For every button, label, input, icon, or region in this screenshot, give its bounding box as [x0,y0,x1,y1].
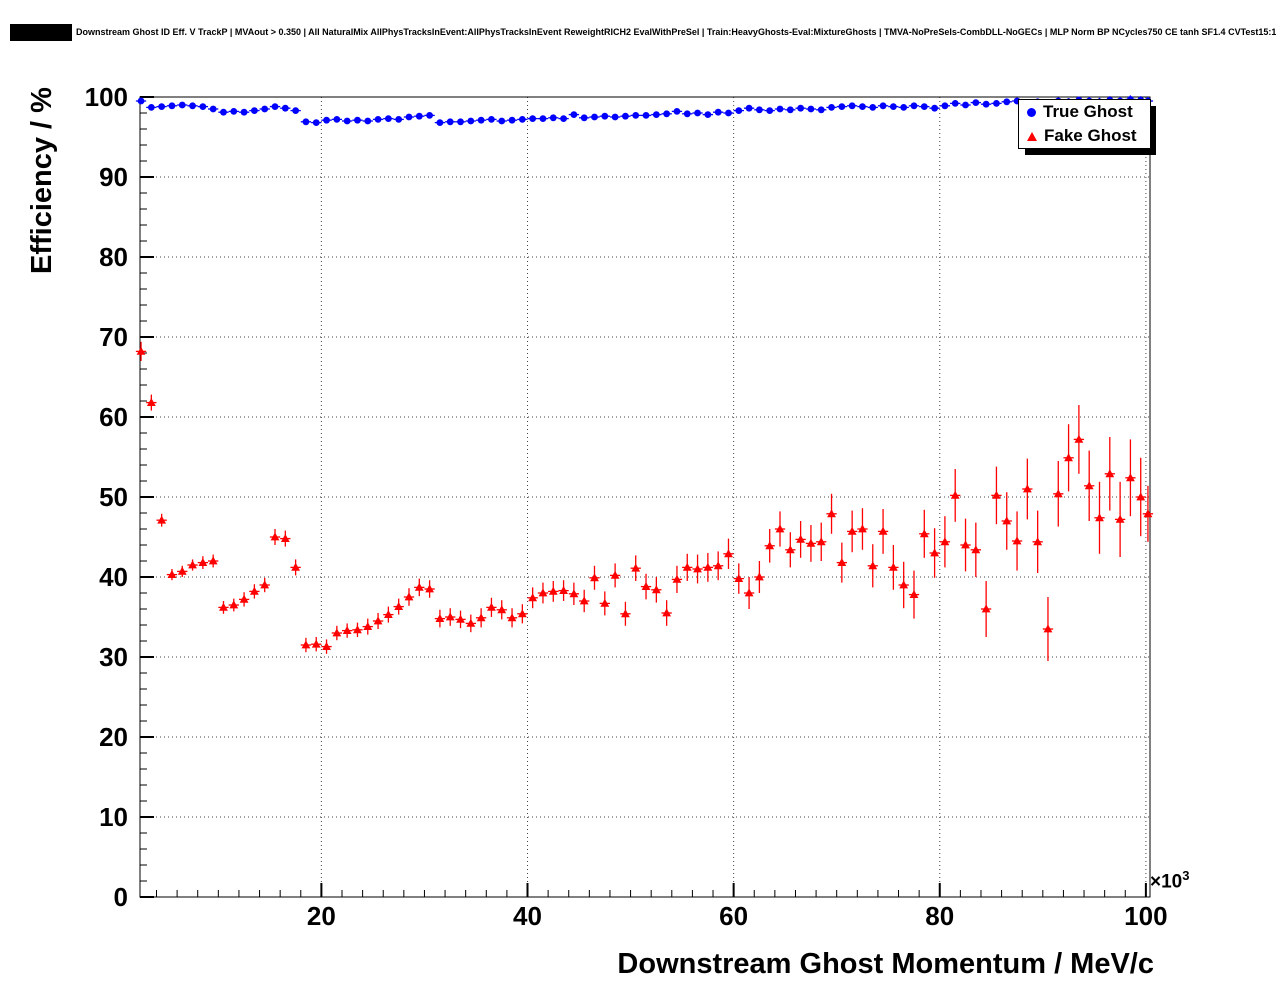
legend-entry-fake-ghost: Fake Ghost [1019,124,1150,148]
title-shadow-box [10,24,72,41]
plot-title: Downstream Ghost ID Eff. V TrackP | MVAo… [76,27,1276,37]
svg-text:100: 100 [85,82,128,112]
red-triangle-marker-icon [1027,131,1037,141]
svg-text:20: 20 [307,901,336,931]
legend-label: True Ghost [1043,102,1133,121]
x-axis-exponent-base: ×10 [1150,871,1183,893]
svg-text:90: 90 [99,162,128,192]
svg-text:10: 10 [99,802,128,832]
svg-text:100: 100 [1124,901,1167,931]
x-axis-exponent: ×103 [1150,868,1189,893]
legend-box: True Ghost Fake Ghost [1018,99,1151,149]
svg-text:20: 20 [99,722,128,752]
svg-text:80: 80 [99,242,128,272]
svg-text:60: 60 [99,402,128,432]
svg-text:50: 50 [99,482,128,512]
svg-text:80: 80 [925,901,954,931]
x-axis-exponent-power: 3 [1182,868,1190,883]
svg-text:0: 0 [114,882,128,912]
svg-text:40: 40 [513,901,542,931]
y-axis-title: Efficiency / % [26,87,58,274]
svg-text:30: 30 [99,642,128,672]
svg-text:70: 70 [99,322,128,352]
blue-circle-marker-icon [1027,107,1036,117]
legend-entry-true-ghost: True Ghost [1019,100,1150,124]
svg-text:40: 40 [99,562,128,592]
svg-text:60: 60 [719,901,748,931]
x-axis-title: Downstream Ghost Momentum / MeV/c [617,948,1154,980]
legend-label: Fake Ghost [1044,126,1137,145]
